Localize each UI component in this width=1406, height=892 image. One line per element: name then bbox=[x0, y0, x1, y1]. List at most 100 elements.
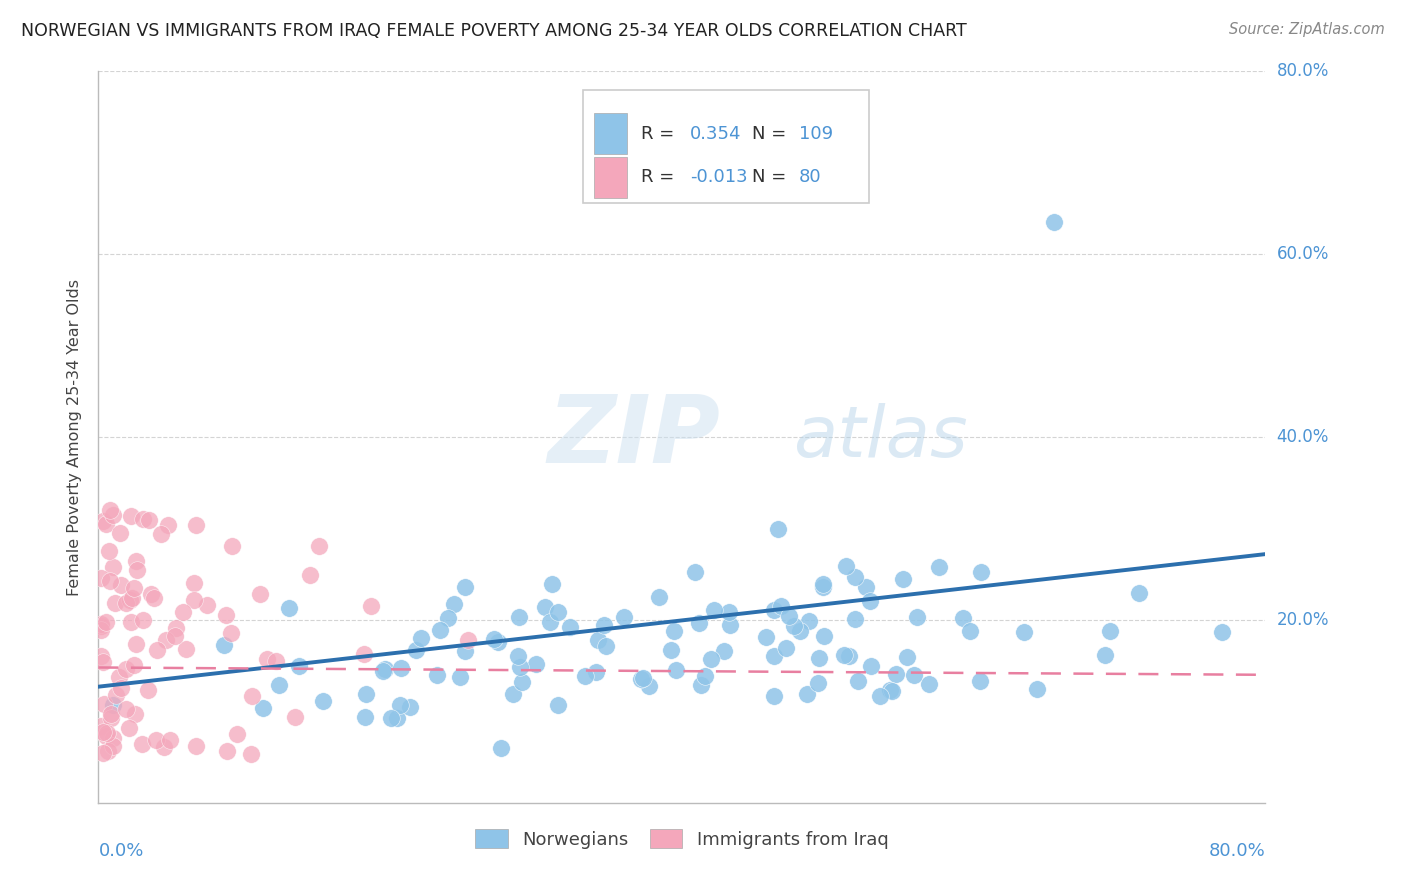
Text: 60.0%: 60.0% bbox=[1277, 245, 1329, 263]
Point bbox=[688, 615, 710, 630]
Point bbox=[97, 744, 120, 758]
Point bbox=[183, 576, 205, 591]
Text: 80.0%: 80.0% bbox=[1277, 62, 1329, 80]
Point bbox=[405, 642, 427, 657]
Point bbox=[770, 599, 793, 614]
FancyBboxPatch shape bbox=[582, 90, 869, 203]
Point bbox=[125, 637, 148, 651]
Point bbox=[813, 580, 835, 594]
Point bbox=[648, 591, 671, 605]
Text: 0.354: 0.354 bbox=[690, 125, 741, 143]
Point bbox=[94, 516, 117, 531]
Point bbox=[838, 649, 860, 664]
Point bbox=[132, 613, 155, 627]
Point bbox=[484, 632, 506, 647]
Point bbox=[524, 657, 547, 672]
Point bbox=[903, 668, 925, 682]
Point bbox=[685, 565, 707, 579]
Point bbox=[502, 687, 524, 701]
Point bbox=[139, 587, 162, 601]
Point bbox=[380, 711, 402, 725]
Point bbox=[1128, 586, 1150, 600]
Point bbox=[533, 600, 555, 615]
Y-axis label: Female Poverty Among 25-34 Year Olds: Female Poverty Among 25-34 Year Olds bbox=[67, 278, 83, 596]
Point bbox=[288, 659, 311, 673]
Point bbox=[844, 612, 866, 626]
Point bbox=[91, 746, 114, 760]
Point bbox=[249, 587, 271, 601]
Point bbox=[124, 707, 146, 722]
Point bbox=[844, 569, 866, 583]
Point bbox=[858, 594, 880, 608]
Point bbox=[789, 624, 811, 638]
Point bbox=[783, 619, 806, 633]
Point bbox=[103, 739, 125, 753]
Point bbox=[457, 633, 479, 648]
Point bbox=[360, 599, 382, 613]
Point bbox=[118, 722, 141, 736]
Point bbox=[215, 743, 238, 757]
Point bbox=[184, 739, 207, 753]
Point bbox=[540, 577, 562, 591]
Point bbox=[90, 571, 112, 585]
Point bbox=[834, 559, 856, 574]
Point bbox=[1211, 625, 1233, 640]
Point bbox=[796, 687, 818, 701]
Point bbox=[778, 608, 800, 623]
Point bbox=[131, 737, 153, 751]
Point bbox=[1043, 215, 1066, 229]
Bar bbox=[595, 113, 627, 153]
Point bbox=[538, 615, 561, 630]
Point bbox=[547, 605, 569, 619]
Point bbox=[813, 576, 835, 591]
Point bbox=[90, 623, 112, 637]
Point bbox=[755, 630, 778, 644]
Point bbox=[103, 731, 125, 745]
Point bbox=[131, 512, 153, 526]
Point bbox=[807, 651, 830, 665]
Point bbox=[165, 621, 187, 635]
Point bbox=[115, 596, 138, 610]
Point bbox=[832, 648, 855, 662]
Text: Source: ZipAtlas.com: Source: ZipAtlas.com bbox=[1229, 22, 1385, 37]
Point bbox=[558, 620, 581, 634]
Point bbox=[110, 578, 132, 592]
Point bbox=[884, 667, 907, 681]
Point bbox=[429, 623, 451, 637]
Point bbox=[98, 543, 121, 558]
Text: N =: N = bbox=[752, 125, 792, 143]
Point bbox=[918, 677, 941, 691]
Point bbox=[662, 624, 685, 639]
Point bbox=[184, 518, 207, 533]
Point bbox=[90, 719, 112, 733]
Point bbox=[453, 644, 475, 658]
Point bbox=[807, 676, 830, 690]
Point bbox=[762, 648, 785, 663]
Point bbox=[638, 679, 661, 693]
Point bbox=[145, 732, 167, 747]
Point bbox=[155, 633, 177, 648]
Point bbox=[970, 565, 993, 579]
Text: R =: R = bbox=[641, 169, 681, 186]
Point bbox=[121, 615, 143, 629]
Point bbox=[267, 678, 290, 692]
Point bbox=[665, 663, 688, 677]
Point bbox=[127, 563, 149, 577]
Point bbox=[855, 580, 877, 594]
Point bbox=[762, 602, 785, 616]
Point bbox=[91, 514, 114, 528]
Point bbox=[959, 624, 981, 638]
Point bbox=[928, 560, 950, 574]
Point bbox=[143, 591, 166, 606]
Point bbox=[797, 614, 820, 628]
Text: 20.0%: 20.0% bbox=[1277, 611, 1329, 629]
Point bbox=[278, 601, 301, 615]
Point bbox=[389, 661, 412, 675]
Point bbox=[90, 619, 112, 633]
Point bbox=[93, 697, 115, 711]
Bar bbox=[595, 157, 627, 197]
Point bbox=[91, 725, 114, 739]
Point bbox=[159, 733, 181, 747]
Point bbox=[312, 694, 335, 708]
Text: 109: 109 bbox=[799, 125, 832, 143]
